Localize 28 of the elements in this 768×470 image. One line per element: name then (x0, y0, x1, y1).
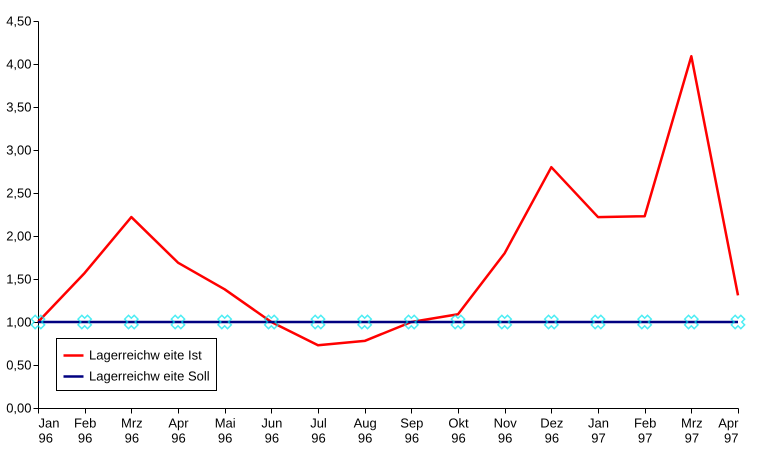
x-tick-label: Apr 97 (718, 416, 740, 446)
x-tick-label: Dez 96 (540, 416, 564, 446)
x-tick-label: Mai 96 (214, 416, 236, 446)
y-tick-label: 3,50 (6, 100, 32, 114)
y-tick-label: 4,50 (6, 14, 32, 28)
y-tick-label: 1,00 (6, 314, 32, 330)
x-tick-label: Okt 96 (448, 416, 469, 446)
x-tick-label: Aug 96 (354, 416, 377, 446)
y-tick-label: 2,50 (6, 186, 32, 200)
x-tick-label: Feb 97 (634, 416, 656, 446)
y-tick-label: 4,00 (6, 56, 32, 72)
x-tick-label: Jan 97 (588, 416, 609, 446)
x-tick-label: Apr 96 (168, 416, 190, 446)
x-tick-label: Feb 96 (74, 416, 96, 446)
x-tick-label: Jun 96 (261, 416, 282, 446)
x-tick-label: Mrz 97 (680, 416, 703, 446)
y-tick-label: 0,50 (6, 358, 32, 372)
x-tick-label: Mrz 96 (120, 416, 143, 446)
x-tick-label: Jul 96 (310, 416, 327, 446)
legend-label: Lagerreichw eite Ist (89, 348, 202, 362)
x-tick-label: Jan 96 (38, 416, 60, 446)
y-tick-label: 3,00 (6, 142, 32, 158)
y-tick-label: 0,00 (6, 400, 32, 416)
legend-label: Lagerreichw eite Soll (89, 368, 210, 384)
x-tick-label: Sep 96 (400, 416, 424, 446)
y-tick-label: 2,00 (6, 228, 32, 244)
x-tick-label: Nov 96 (494, 416, 518, 446)
y-tick-label: 1,50 (6, 272, 32, 286)
